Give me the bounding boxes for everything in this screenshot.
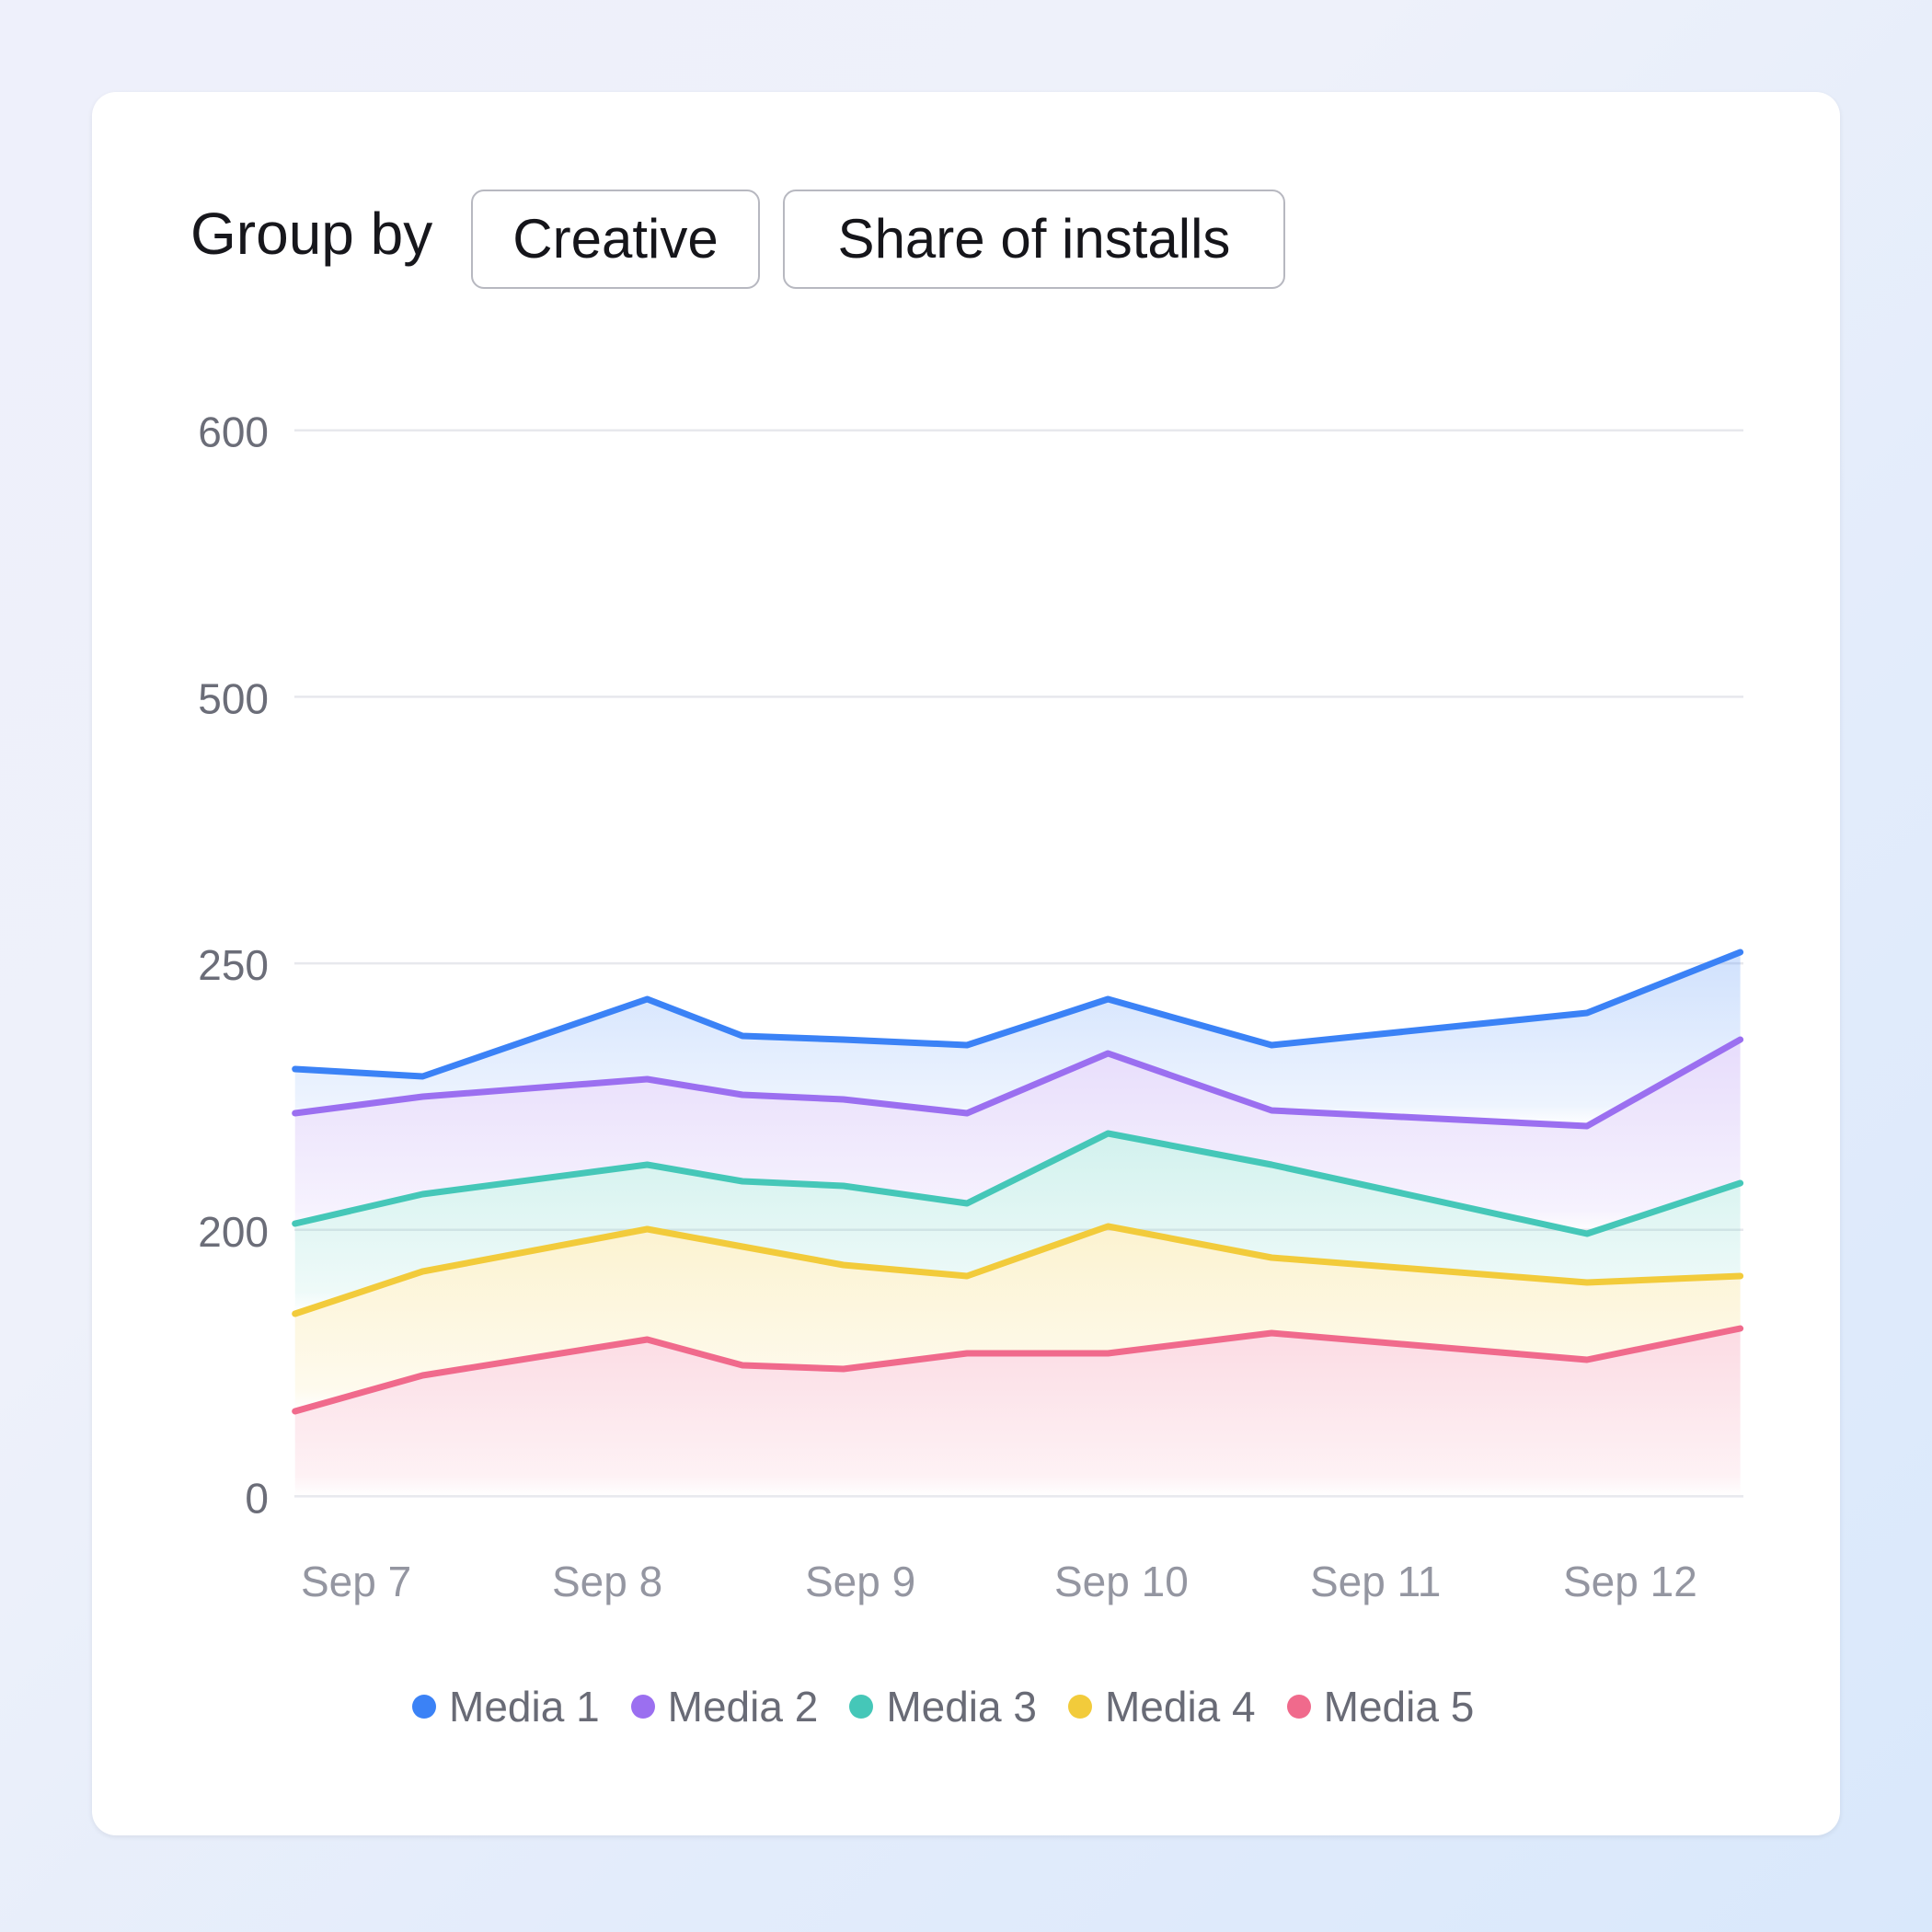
svg-text:250: 250	[198, 941, 269, 989]
svg-text:Sep 8: Sep 8	[552, 1558, 662, 1605]
svg-text:Sep 7: Sep 7	[301, 1558, 411, 1605]
svg-text:Sep 11: Sep 11	[1310, 1558, 1441, 1605]
svg-text:600: 600	[198, 408, 269, 456]
svg-text:Sep 9: Sep 9	[805, 1558, 915, 1605]
svg-text:200: 200	[198, 1208, 269, 1256]
svg-text:500: 500	[198, 674, 269, 722]
svg-text:Sep 10: Sep 10	[1054, 1558, 1189, 1605]
svg-text:Sep 12: Sep 12	[1563, 1558, 1697, 1605]
svg-text:0: 0	[245, 1474, 269, 1522]
